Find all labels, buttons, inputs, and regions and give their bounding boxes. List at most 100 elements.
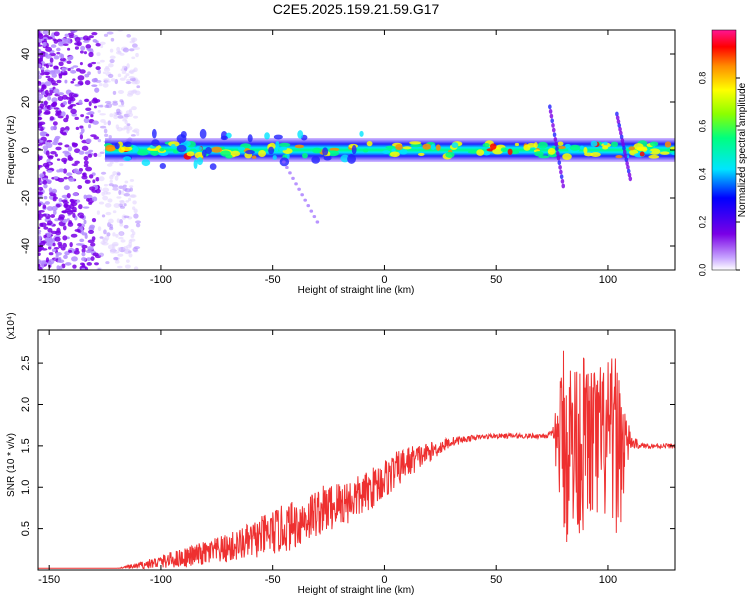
heatmap-hotspot	[564, 143, 571, 148]
heatmap-hotspot	[435, 144, 441, 151]
heatmap-noise-blob	[108, 135, 112, 139]
heatmap-noise-blob	[46, 206, 54, 211]
heatmap-noise-blob	[97, 69, 102, 75]
heatmap-noise-blob	[123, 125, 130, 130]
heatmap-hotspot	[628, 146, 636, 151]
heatmap-noise-blob	[116, 172, 121, 176]
heatmap-hotspot	[389, 151, 400, 158]
heatmap-noise-blob	[83, 194, 87, 200]
heatmap-hotspot	[245, 149, 255, 155]
heatmap-noise-blob	[67, 56, 73, 61]
heatmap-noise-blob	[115, 233, 119, 238]
heatmap-noise-blob	[67, 32, 75, 36]
heatmap-noise-blob	[131, 231, 136, 236]
heatmap-noise-blob	[82, 206, 90, 209]
x-tick-label: 0	[381, 574, 387, 586]
heatmap-noise-blob	[63, 176, 68, 180]
heatmap-hotspot	[114, 142, 120, 150]
heatmap-noise-blob	[61, 111, 66, 117]
heatmap-noise-blob	[102, 195, 109, 201]
heatmap-noise-blob	[135, 52, 139, 58]
heatmap-hotspot	[132, 146, 139, 153]
heatmap-noise-blob	[103, 128, 108, 134]
heatmap-hotspot	[385, 145, 397, 149]
heatmap-noise-blob	[48, 258, 55, 265]
heatmap-spike-blob	[561, 183, 566, 189]
heatmap-noise-blob	[117, 89, 125, 95]
heatmap-hotspot	[538, 155, 550, 159]
heatmap-noise-blob	[53, 31, 60, 37]
heatmap-noise-blob	[99, 41, 106, 46]
heatmap-noise-blob	[44, 81, 52, 87]
colorbar: 0.0 0.2 0.4 0.6 0.8 Normalized spectral ampl…	[697, 29, 748, 276]
heatmap-noise-blob	[52, 141, 59, 146]
heatmap-noise-blob	[48, 187, 53, 193]
heatmap-noise-blob	[86, 262, 92, 266]
heatmap-hotspot	[151, 139, 160, 147]
heatmap-noise-blob	[51, 248, 57, 253]
heatmap-hotspot	[533, 142, 538, 149]
heatmap-hotspot	[150, 149, 160, 156]
spectrogram-ticks: -150 -100 -50 0 50 100 -40 -20 0 20 40	[20, 30, 675, 286]
heatmap-noise-blob	[109, 113, 114, 118]
x-tick-label: 0	[381, 274, 387, 286]
heatmap-noise-blob	[57, 41, 65, 47]
heatmap-spike-blob	[621, 142, 625, 147]
heatmap-noise-blob	[63, 43, 69, 46]
heatmap-noise-blob	[95, 40, 99, 44]
y-tick-label: 2.5	[20, 355, 32, 370]
heatmap-noise-blob	[88, 229, 95, 234]
heatmap-noise-blob	[86, 112, 92, 116]
heatmap-spike-blob	[620, 138, 625, 144]
heatmap-noise-blob	[47, 220, 53, 226]
heatmap-noise-blob	[52, 125, 57, 131]
heatmap-noise-blob	[92, 120, 99, 125]
heatmap-hotspot	[649, 141, 659, 147]
heatmap-streak-blob	[306, 204, 311, 208]
heatmap-hotspot	[382, 150, 391, 154]
heatmap-noise-blob	[128, 197, 132, 202]
heatmap-noise-blob	[79, 69, 86, 74]
heatmap-noise-blob	[66, 218, 70, 221]
heatmap-noise-blob	[79, 134, 84, 140]
y-tick-label: -20	[20, 190, 32, 206]
heatmap-hotspot	[583, 147, 588, 154]
snr-x-label: Height of straight line (km)	[298, 585, 415, 596]
heatmap-hotspot	[489, 143, 497, 150]
heatmap-noise-blob	[84, 73, 90, 78]
heatmap-streak-blob	[312, 214, 317, 219]
snr-panel: -150 -100 -50 0 50 100 0.5 1.0 1.5 2.0 2.5 Height …	[6, 312, 676, 596]
heatmap-noise-blob	[118, 189, 122, 195]
heatmap-noise-blob	[130, 90, 138, 94]
heatmap-noise-blob	[94, 87, 100, 93]
heatmap-hotspot	[220, 135, 228, 141]
heatmap-noise-blob	[85, 138, 92, 144]
heatmap-noise-blob	[40, 72, 45, 76]
heatmap-noise-blob	[104, 104, 110, 108]
heatmap-noise-blob	[80, 127, 85, 134]
heatmap-noise-blob	[133, 213, 139, 219]
heatmap-noise-blob	[69, 241, 73, 248]
colorbar-tick-label: 0.4	[697, 168, 707, 181]
heatmap-hotspot	[122, 156, 132, 162]
heatmap-noise-blob	[105, 261, 110, 265]
heatmap-noise-blob	[135, 223, 141, 228]
spectrogram-x-label: Height of straight line (km)	[298, 285, 415, 296]
heatmap-hotspot	[569, 144, 581, 151]
heatmap-noise-blob	[128, 253, 133, 258]
heatmap-noise-blob	[62, 168, 67, 174]
heatmap-noise-blob	[133, 46, 141, 50]
heatmap-noise-blob	[108, 63, 114, 68]
heatmap-hotspot	[557, 141, 564, 146]
heatmap-noise-blob	[59, 53, 63, 58]
heatmap-noise-blob	[91, 31, 98, 36]
x-tick-label: 100	[599, 574, 617, 586]
heatmap-noise-blob	[66, 60, 72, 64]
heatmap-noise-blob	[113, 112, 118, 117]
heatmap-noise-blob	[63, 254, 68, 260]
colorbar-gradient	[712, 30, 736, 270]
heatmap-noise-blob	[38, 33, 44, 40]
heatmap-noise-blob	[71, 256, 78, 262]
heatmap-noise-blob	[109, 249, 114, 252]
heatmap-noise-blob	[87, 153, 93, 158]
